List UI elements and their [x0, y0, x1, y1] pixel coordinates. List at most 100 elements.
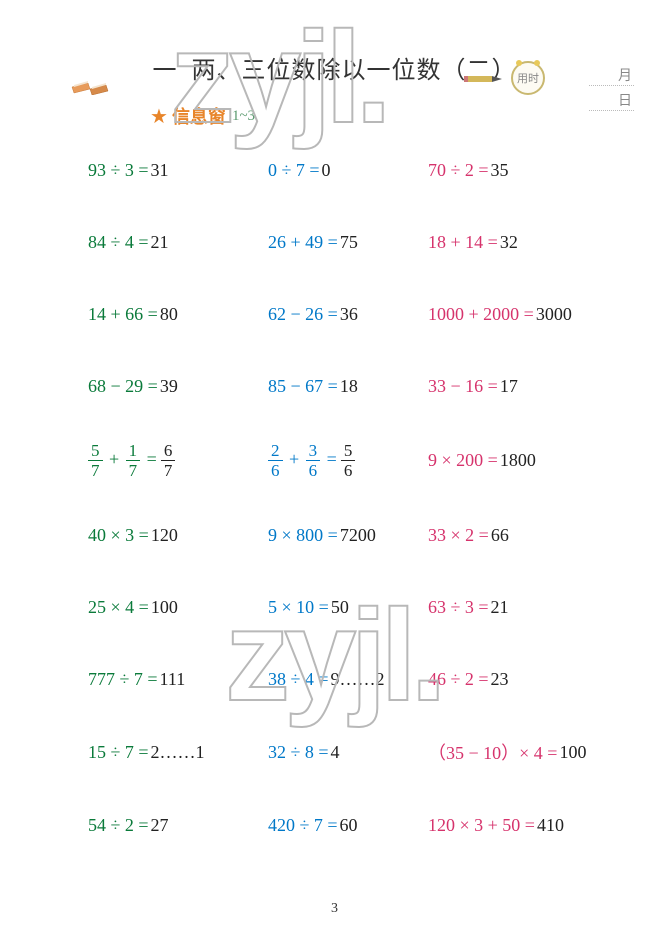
- question: 40 × 3 =: [88, 525, 149, 546]
- problem-cell: 18 + 14 = 32: [428, 232, 619, 253]
- answer: 120: [151, 525, 178, 546]
- question: 120 × 3 + 50 =: [428, 815, 535, 836]
- question: 93 ÷ 3 =: [88, 160, 149, 181]
- problem-cell: 9 × 800 = 7200: [268, 525, 428, 546]
- answer: 39: [160, 376, 178, 397]
- problem-cell: 33 × 2 = 66: [428, 525, 619, 546]
- problem-cell: 40 × 3 = 120: [88, 525, 268, 546]
- answer: 2……1: [151, 742, 205, 763]
- answer: 7200: [340, 525, 376, 546]
- problem-cell: 14 + 66 = 80: [88, 304, 268, 325]
- answer: 23: [491, 669, 509, 690]
- problem-cell: 68 − 29 = 39: [88, 376, 268, 397]
- answer: 31: [151, 160, 169, 181]
- problem-row: 57 + 17 = 67 26 + 36 = 56 9 × 200 = 1800: [88, 442, 619, 479]
- answer: 100: [559, 742, 586, 763]
- problem-row: 68 − 29 = 3985 − 67 = 1833 − 16 = 17: [88, 374, 619, 398]
- problem-row: 40 × 3 = 1209 × 800 = 720033 × 2 = 66: [88, 523, 619, 547]
- answer: 36: [340, 304, 358, 325]
- question: 85 − 67 =: [268, 376, 338, 397]
- problem-cell: 57 + 17 = 67: [88, 442, 268, 479]
- question: 63 ÷ 3 =: [428, 597, 489, 618]
- day-label: 日: [589, 90, 634, 111]
- clock-icon: 用时: [507, 55, 549, 97]
- answer: 9……2: [331, 669, 385, 690]
- problem-cell: 54 ÷ 2 = 27: [88, 815, 268, 836]
- page-header: 一 两、三位数除以一位数（二） 用时 月 日 ★ 信息窗 1~3: [0, 0, 669, 140]
- answer: 3000: [536, 304, 572, 325]
- chapter-title: 一 两、三位数除以一位数（二）: [153, 50, 517, 85]
- answer: 35: [491, 160, 509, 181]
- month-label: 月: [589, 65, 634, 86]
- question: 1000 + 2000 =: [428, 304, 534, 325]
- question: 14 + 66 =: [88, 304, 158, 325]
- problem-cell: （35 − 10）× 4 = 100: [428, 739, 619, 765]
- problem-cell: 26 + 49 = 75: [268, 232, 428, 253]
- problem-cell: 84 ÷ 4 = 21: [88, 232, 268, 253]
- problem-cell: 420 ÷ 7 = 60: [268, 815, 428, 836]
- question: 33 − 16 =: [428, 376, 498, 397]
- question: 25 × 4 =: [88, 597, 149, 618]
- answer: 410: [537, 815, 564, 836]
- problem-row: 14 + 66 = 8062 − 26 = 361000 + 2000 = 30…: [88, 302, 619, 326]
- answer: 100: [151, 597, 178, 618]
- problem-row: 84 ÷ 4 = 2126 + 49 = 7518 + 14 = 32: [88, 230, 619, 254]
- problem-cell: 120 × 3 + 50 = 410: [428, 815, 619, 836]
- answer: 17: [500, 376, 518, 397]
- question: 15 ÷ 7 =: [88, 742, 149, 763]
- problem-cell: 777 ÷ 7 = 111: [88, 669, 268, 690]
- problem-cell: 38 ÷ 4 = 9……2: [268, 669, 428, 690]
- question: 0 ÷ 7 =: [268, 160, 320, 181]
- question: 420 ÷ 7 =: [268, 815, 338, 836]
- question: 9 × 200 =: [428, 450, 498, 471]
- problem-cell: 70 ÷ 2 = 35: [428, 160, 619, 181]
- problem-row: 777 ÷ 7 = 11138 ÷ 4 = 9……246 ÷ 2 = 23: [88, 667, 619, 691]
- page-number: 3: [0, 901, 669, 917]
- question: 46 ÷ 2 =: [428, 669, 489, 690]
- answer: 32: [500, 232, 518, 253]
- problem-row: 15 ÷ 7 = 2……132 ÷ 8 = 4（35 − 10）× 4 = 10…: [88, 739, 619, 765]
- question: （35 − 10）× 4 =: [428, 739, 557, 765]
- subtitle-range: 1~3: [232, 108, 255, 125]
- title-line: 一 两、三位数除以一位数（二） 用时 月 日: [0, 50, 669, 85]
- problem-cell: 46 ÷ 2 = 23: [428, 669, 619, 690]
- date-marks: 月 日: [589, 65, 634, 115]
- question: 32 ÷ 8 =: [268, 742, 329, 763]
- problem-row: 25 × 4 = 1005 × 10 = 5063 ÷ 3 = 21: [88, 595, 619, 619]
- question: 18 + 14 =: [428, 232, 498, 253]
- problem-cell: 26 + 36 = 56: [268, 442, 428, 479]
- answer: 18: [340, 376, 358, 397]
- question: 26 + 49 =: [268, 232, 338, 253]
- answer: 4: [331, 742, 340, 763]
- question: 68 − 29 =: [88, 376, 158, 397]
- question: 777 ÷ 7 =: [88, 669, 158, 690]
- question: 38 ÷ 4 =: [268, 669, 329, 690]
- problem-grid: 93 ÷ 3 = 310 ÷ 7 = 070 ÷ 2 = 3584 ÷ 4 = …: [0, 140, 669, 837]
- problem-cell: 33 − 16 = 17: [428, 376, 619, 397]
- problem-cell: 25 × 4 = 100: [88, 597, 268, 618]
- answer: 27: [151, 815, 169, 836]
- answer: 21: [491, 597, 509, 618]
- question: 57 + 17 =: [88, 442, 159, 479]
- answer: 80: [160, 304, 178, 325]
- answer: 111: [160, 669, 186, 690]
- question: 33 × 2 =: [428, 525, 489, 546]
- problem-cell: 0 ÷ 7 = 0: [268, 160, 428, 181]
- question: 54 ÷ 2 =: [88, 815, 149, 836]
- chapter-num: 一: [153, 58, 178, 84]
- answer: 0: [322, 160, 331, 181]
- answer: 75: [340, 232, 358, 253]
- answer: 66: [491, 525, 509, 546]
- answer: 21: [151, 232, 169, 253]
- answer: 60: [340, 815, 358, 836]
- problem-cell: 63 ÷ 3 = 21: [428, 597, 619, 618]
- problem-cell: 9 × 200 = 1800: [428, 450, 619, 471]
- problem-cell: 15 ÷ 7 = 2……1: [88, 742, 268, 763]
- star-icon: ★: [150, 104, 168, 129]
- problem-row: 93 ÷ 3 = 310 ÷ 7 = 070 ÷ 2 = 35: [88, 158, 619, 182]
- problem-cell: 85 − 67 = 18: [268, 376, 428, 397]
- question: 26 + 36 =: [268, 442, 339, 479]
- question: 9 × 800 =: [268, 525, 338, 546]
- answer: 50: [331, 597, 349, 618]
- answer: 1800: [500, 450, 536, 471]
